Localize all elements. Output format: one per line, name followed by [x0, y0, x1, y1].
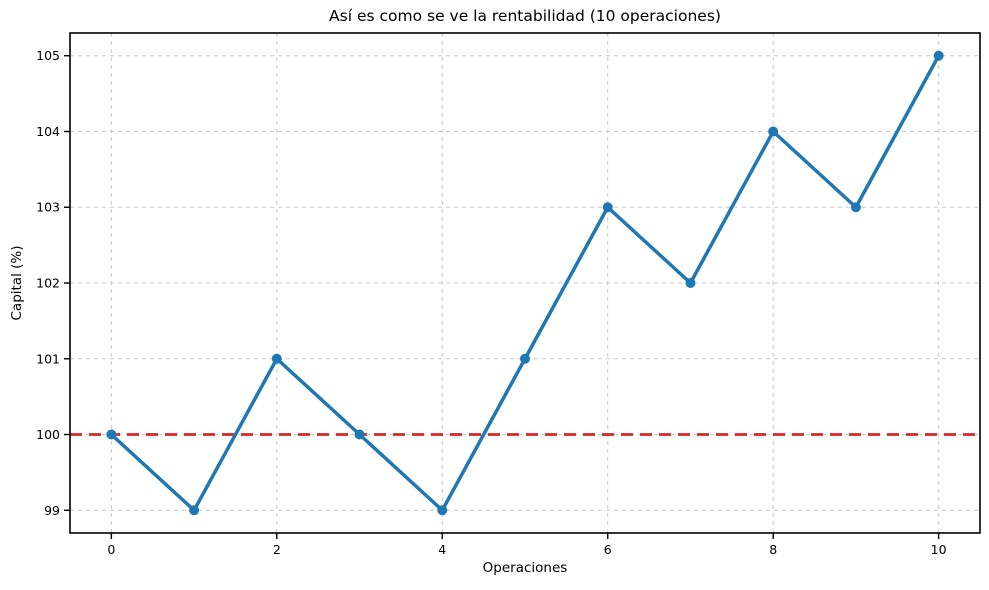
data-point-marker [520, 353, 530, 364]
y-tick-label: 100 [36, 427, 60, 442]
x-tick-label: 0 [107, 542, 115, 557]
data-point-marker [933, 50, 944, 61]
y-tick-label: 105 [36, 48, 60, 63]
data-point-marker [685, 278, 696, 288]
y-tick-label: 99 [44, 503, 60, 518]
y-axis-label: Capital (%) [9, 245, 25, 321]
x-axis-label: Operaciones [482, 560, 568, 576]
data-point-marker [850, 202, 861, 213]
data-point-marker [602, 202, 613, 213]
data-point-marker [271, 353, 282, 364]
data-point-marker [768, 126, 779, 137]
data-point-marker [437, 505, 448, 516]
y-tick-label: 104 [36, 124, 60, 139]
chart-title: Así es como se ve la rentabilidad (10 op… [329, 7, 721, 25]
data-point-marker [354, 429, 365, 440]
y-tick-label: 102 [36, 276, 60, 291]
x-tick-label: 10 [931, 542, 947, 557]
data-point-marker [106, 429, 117, 440]
y-tick-label: 101 [36, 351, 60, 366]
x-tick-label: 4 [438, 542, 446, 557]
y-tick-label: 103 [36, 200, 60, 215]
x-tick-label: 8 [769, 542, 777, 557]
x-tick-label: 2 [273, 542, 281, 557]
plot-background [70, 33, 980, 533]
data-point-marker [189, 505, 200, 516]
x-tick-label: 6 [604, 542, 612, 557]
